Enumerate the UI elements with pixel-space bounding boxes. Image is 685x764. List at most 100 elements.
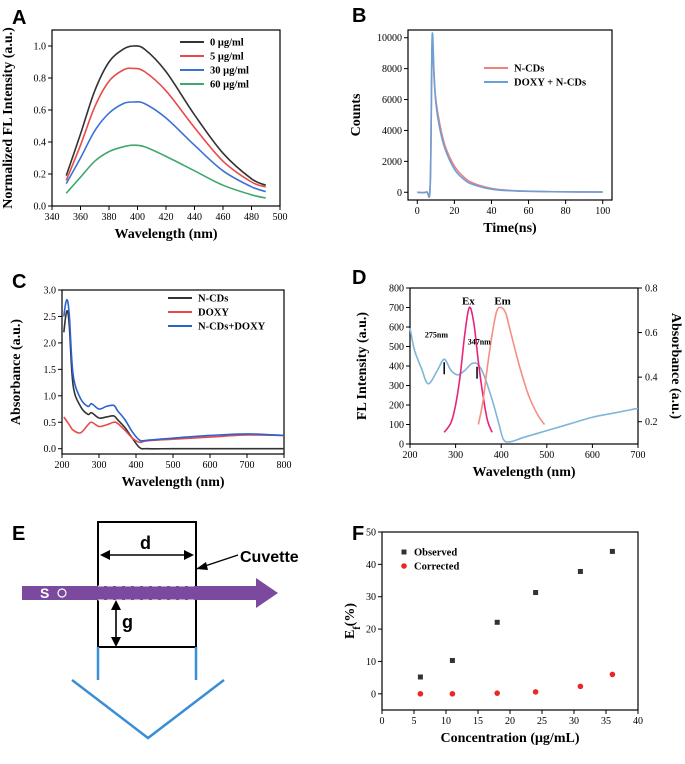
y-tick-label: 6000 [382, 95, 402, 106]
y-tick-label: 2000 [382, 157, 402, 168]
series-line [477, 306, 546, 425]
y-tick-label: 0.5 [44, 418, 57, 429]
plot-frame [407, 29, 613, 201]
legend-label: Observed [414, 548, 457, 559]
legend-label: 5 μg/ml [210, 52, 244, 63]
x-tick-label: 800 [277, 460, 292, 471]
x-tick-label: 460 [216, 212, 231, 223]
y-tick-label: 0.4 [34, 138, 47, 149]
x-tick-label: 20 [505, 716, 515, 727]
legend-label: 60 μg/ml [210, 80, 249, 91]
x-tick-label: 20 [449, 206, 459, 217]
x-tick-label: 100 [595, 206, 610, 217]
cuvette-label: Cuvette [240, 549, 299, 566]
y-axis-title: Ef(%) [343, 603, 363, 639]
x-tick-label: 400 [130, 212, 145, 223]
d-arrow-right [184, 550, 194, 560]
y-right-tick-label: 0.6 [645, 328, 658, 339]
x-tick-label: 380 [102, 212, 117, 223]
annotation-label: 347nm [468, 338, 491, 347]
panel-c-chart: 200 300 400 500 600 700 800 0.0 0.5 1.0 1.5 2.0 2.5 3… [9, 286, 292, 491]
x-tick-label: 10 [441, 716, 451, 727]
panel-a-chart: 340 360 380 400 420 440 460 480 500 0.0 0.2 0.4 0.6 0… [1, 27, 288, 242]
y-tick-label: 200 [389, 401, 404, 412]
data-point-corrected [609, 671, 616, 678]
y-tick-label: 20 [366, 625, 376, 636]
y-tick-label: 300 [389, 381, 404, 392]
x-tick-label: 0 [380, 716, 385, 727]
x-tick-label: 15 [473, 716, 483, 727]
plot-frame [61, 289, 285, 455]
s-label: S [40, 585, 49, 601]
annotation-label: Em [494, 296, 511, 308]
detector-v-shape [71, 679, 225, 740]
panel-b-chart: 0 20 40 60 80 100 0 2000 4000 6000 8000 10000 Time(n… [349, 29, 613, 236]
panel-letter-a: A [12, 7, 26, 29]
y-tick-label: 4000 [382, 126, 402, 137]
x-tick-label: 35 [601, 716, 611, 727]
x-tick-label: 340 [45, 212, 60, 223]
x-tick-label: 30 [569, 716, 579, 727]
x-tick-label: 40 [633, 716, 643, 727]
panel-f-chart: 0 5 10 15 20 25 30 35 40 0 10 20 30 40 50 Concentration… [343, 528, 643, 747]
y-tick-label: 3.0 [44, 286, 57, 297]
x-tick-label: 600 [585, 450, 600, 461]
cuvette-pointer-arrow [196, 562, 208, 570]
x-tick-label: 0 [415, 206, 420, 217]
series-line [417, 40, 603, 199]
x-tick-label: 700 [631, 450, 646, 461]
legend-label: DOXY + N-CDs [514, 78, 586, 89]
x-tick-label: 360 [73, 212, 88, 223]
y-tick-label: 50 [366, 528, 376, 539]
y-tick-label: 10000 [377, 33, 402, 44]
x-tick-label: 5 [412, 716, 417, 727]
panel-letter-f: F [352, 523, 364, 545]
x-axis-title: Concentration (μg/mL) [441, 731, 580, 746]
y-right-tick-label: 0.2 [645, 417, 658, 428]
y-tick-label: 0.2 [34, 170, 47, 181]
x-tick-label: 600 [203, 460, 218, 471]
y-right-tick-label: 0.8 [645, 284, 658, 295]
y-tick-label: 0.8 [34, 74, 47, 85]
x-tick-label: 480 [244, 212, 259, 223]
x-tick-label: 420 [159, 212, 174, 223]
x-tick-label: 200 [55, 460, 70, 471]
data-point-observed [417, 674, 423, 680]
data-point-corrected [417, 691, 424, 697]
y-tick-label: 700 [389, 303, 404, 314]
series-line [63, 416, 285, 444]
x-tick-label: 300 [92, 460, 107, 471]
y-tick-label: 0 [371, 689, 376, 700]
y-tick-label: 40 [366, 560, 376, 571]
y-axis-title: Normalized FL Intensity (a.u.) [1, 27, 16, 209]
g-arrow-bottom [111, 637, 121, 647]
x-tick-label: 300 [448, 450, 463, 461]
series-line [65, 67, 267, 188]
y-tick-label: 8000 [382, 64, 402, 75]
g-label: g [122, 612, 133, 632]
legend-label: N-CDs+DOXY [198, 322, 266, 333]
y-tick-label: 30 [366, 592, 376, 603]
panel-d-chart: 200 300 400 500 600 700 0 100 200 300 400 500 600 700… [355, 284, 683, 481]
y-tick-label: 0.0 [34, 202, 47, 213]
plot-frame [381, 531, 639, 711]
y-tick-label: 400 [389, 362, 404, 373]
legend-label: Corrected [414, 562, 459, 573]
y-axis-title: Absorbance (a.u.) [9, 319, 24, 426]
data-point-observed [449, 657, 455, 663]
x-tick-label: 80 [561, 206, 571, 217]
s-symbol-circle [57, 588, 67, 598]
excitation-beam-arrowhead [256, 578, 278, 608]
data-point-corrected [532, 689, 539, 695]
legend-label: 30 μg/ml [210, 66, 249, 77]
x-axis-title: Wavelength (nm) [121, 475, 224, 490]
panel-letter-c: C [12, 271, 26, 293]
y-tick-label: 1.0 [34, 42, 47, 53]
series-line [63, 298, 285, 442]
data-point-corrected [449, 691, 456, 697]
series-line [65, 45, 267, 186]
x-tick-label: 500 [166, 460, 181, 471]
x-tick-label: 25 [537, 716, 547, 727]
panel-letter-e: E [12, 523, 25, 545]
d-label: d [140, 533, 151, 553]
